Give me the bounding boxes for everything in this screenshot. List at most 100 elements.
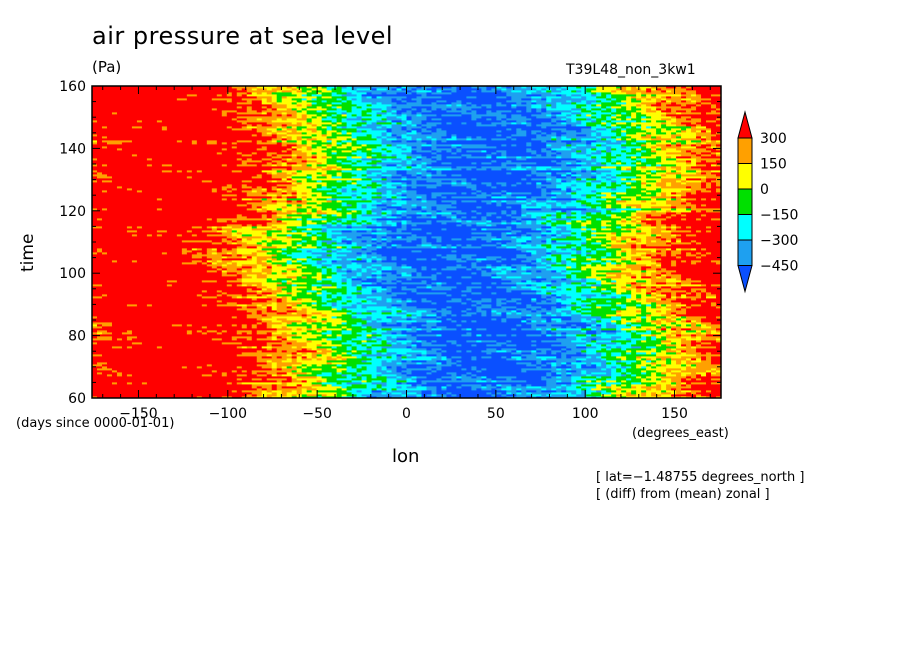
- heatmap-cell: [571, 276, 577, 279]
- heatmap-cell: [216, 250, 223, 253]
- heatmap-cell: [371, 382, 387, 385]
- chart-units: (Pa): [92, 58, 122, 76]
- heatmap-cell: [696, 254, 702, 257]
- heatmap-cell: [536, 220, 547, 223]
- heatmap-cell: [596, 252, 607, 255]
- heatmap-cell: [376, 230, 392, 233]
- heatmap-cell: [331, 294, 357, 297]
- heatmap-cell: [456, 250, 522, 253]
- heatmap-cell: [461, 310, 467, 313]
- heatmap-cell: [326, 318, 343, 321]
- heatmap-cell: [456, 378, 462, 381]
- heatmap-cell: [341, 212, 347, 215]
- heatmap-cell: [566, 394, 577, 397]
- heatmap-cell: [521, 222, 527, 225]
- heatmap-cell: [571, 316, 602, 319]
- heatmap-cell: [376, 332, 382, 335]
- heatmap-cell: [426, 284, 432, 287]
- heatmap-cell: [596, 270, 622, 273]
- heatmap-cell: [476, 262, 532, 265]
- heatmap-cell: [341, 306, 357, 309]
- heatmap-cell: [716, 294, 722, 297]
- heatmap-cell: [286, 260, 293, 263]
- heatmap-cell: [556, 204, 582, 207]
- heatmap-cell: [316, 198, 328, 201]
- heatmap-cell: [676, 292, 687, 295]
- heatmap-cell: [706, 374, 712, 377]
- heatmap-cell: [296, 284, 313, 287]
- heatmap-cell: [391, 268, 417, 271]
- heatmap-cell: [666, 334, 672, 337]
- heatmap-cell: [321, 242, 328, 245]
- heatmap-cell: [566, 390, 577, 393]
- heatmap-cell: [621, 336, 632, 339]
- heatmap-cell: [536, 292, 547, 295]
- heatmap-cell: [266, 288, 273, 291]
- heatmap-cell: [201, 366, 238, 369]
- heatmap-cell: [251, 324, 258, 327]
- heatmap-cell: [231, 370, 238, 373]
- heatmap-cell: [716, 306, 722, 309]
- heatmap-cell: [281, 386, 298, 389]
- heatmap-cell: [406, 354, 412, 357]
- heatmap-cell: [561, 278, 567, 281]
- heatmap-cell: [516, 210, 522, 213]
- heatmap-cell: [286, 272, 313, 275]
- heatmap-cell: [621, 286, 627, 289]
- heatmap-cell: [401, 386, 407, 389]
- heatmap-cell: [646, 316, 652, 319]
- heatmap-cell: [401, 354, 407, 357]
- heatmap-cell: [666, 212, 677, 215]
- heatmap-cell: [326, 266, 338, 269]
- heatmap-cell: [406, 264, 457, 267]
- heatmap-cell: [491, 314, 502, 317]
- heatmap-cell: [511, 236, 517, 239]
- heatmap-cell: [661, 332, 672, 335]
- heatmap-cell: [426, 330, 432, 333]
- heatmap-cell: [381, 328, 392, 331]
- heatmap-cell: [346, 322, 357, 325]
- heatmap-cell: [271, 368, 278, 371]
- heatmap-cell: [531, 316, 542, 319]
- heatmap-cell: [611, 290, 617, 293]
- heatmap-cell: [441, 320, 452, 323]
- heatmap-cell: [546, 278, 562, 281]
- heatmap-cell: [566, 388, 582, 391]
- heatmap-cell: [691, 240, 697, 243]
- heatmap-cell: [551, 374, 562, 377]
- heatmap-cell: [496, 242, 502, 245]
- heatmap-cell: [436, 276, 447, 279]
- heatmap-cell: [621, 390, 627, 393]
- heatmap-cell: [616, 282, 627, 285]
- heatmap-cell: [551, 238, 582, 241]
- heatmap-cell: [651, 334, 657, 337]
- heatmap-cell: [286, 222, 303, 225]
- heatmap-cell: [616, 320, 622, 323]
- heatmap-cell: [486, 392, 492, 395]
- heatmap-cell: [436, 316, 442, 319]
- heatmap-cell: [156, 234, 163, 237]
- heatmap-cell: [411, 290, 417, 293]
- heatmap-cell: [411, 376, 417, 379]
- heatmap-cell: [606, 378, 617, 381]
- heatmap-cell: [671, 308, 677, 311]
- heatmap-cell: [281, 392, 288, 395]
- heatmap-cell: [191, 248, 198, 251]
- heatmap-cell: [92, 268, 218, 271]
- heatmap-cell: [371, 358, 397, 361]
- heatmap-cell: [461, 210, 472, 213]
- heatmap-cell: [711, 230, 722, 233]
- heatmap-cell: [691, 248, 697, 251]
- heatmap-cell: [401, 204, 412, 207]
- heatmap-cell: [676, 374, 682, 377]
- heatmap-cell: [631, 212, 637, 215]
- heatmap-cell: [306, 322, 313, 325]
- heatmap-cell: [241, 324, 248, 327]
- heatmap-cell: [661, 238, 667, 241]
- heatmap-cell: [121, 372, 223, 375]
- heatmap-cell: [556, 314, 562, 317]
- heatmap-cell: [241, 268, 253, 271]
- heatmap-cell: [541, 230, 547, 233]
- heatmap-cell: [581, 268, 587, 271]
- heatmap-cell: [341, 222, 352, 225]
